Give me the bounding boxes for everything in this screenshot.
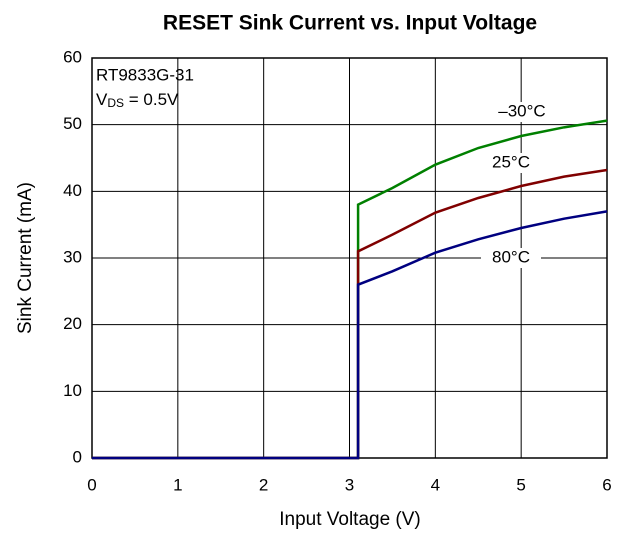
series-line [92,210,608,460]
x-tick-label: 3 [345,475,354,494]
y-tick-label: 10 [63,381,82,400]
x-tick-label: 6 [602,475,611,494]
x-tick-label: 4 [431,475,440,494]
x-tick-label: 1 [173,475,182,494]
x-tick-label: 0 [87,475,96,494]
series-label: –30°C [498,101,545,120]
x-tick-label: 2 [259,475,268,494]
label-background [481,248,541,268]
x-tick-label: 5 [516,475,525,494]
y-tick-label: 40 [63,181,82,200]
y-tick-label: 30 [63,247,82,266]
annotation: RT9833G-31 [96,65,194,84]
series-label: 80°C [492,247,530,266]
annotation: VDS = 0.5V [96,90,179,110]
y-tick-label: 60 [63,47,82,66]
y-tick-label: 0 [73,447,82,466]
label-background [481,153,541,173]
chart-title: RESET Sink Current vs. Input Voltage [163,12,537,35]
y-tick-label: 50 [63,114,82,133]
series-label: 25°C [492,152,530,171]
y-tick-label: 20 [63,314,82,333]
annotation: DS [107,96,124,110]
annotation: = 0.5V [124,90,179,109]
annotation: V [96,90,108,109]
x-axis-label: Input Voltage (V) [279,509,421,530]
y-axis-label: Sink Current (mA) [15,182,36,334]
label-background [492,102,552,122]
